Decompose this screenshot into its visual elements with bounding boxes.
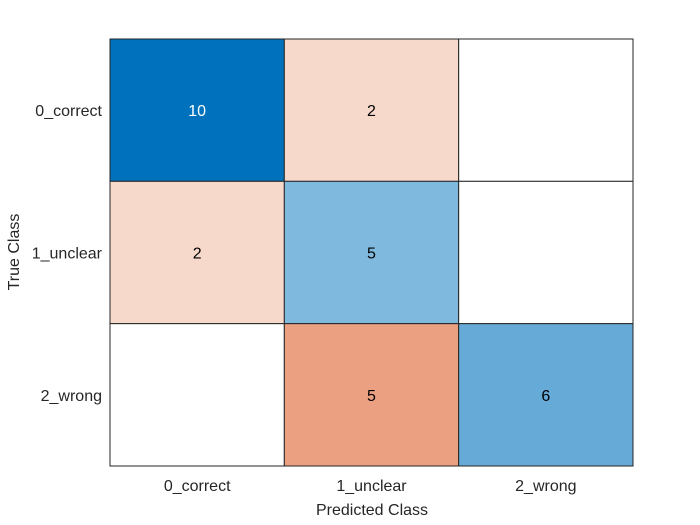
x-tick-label: 1_unclear [336,478,407,495]
cell-r1-c2 [458,180,634,325]
cell-r0-c0 [109,38,285,182]
y-tick-label: 1_unclear [32,246,103,263]
y-axis-title: True Class [6,214,23,291]
cell-value-r2-c1: 5 [367,388,376,405]
y-tick-label: 2_wrong [41,388,102,405]
cell-r2-c0 [109,323,285,467]
cell-r2-c2 [458,323,634,467]
cell-value-r0-c1: 2 [367,103,376,120]
cell-r1-c0 [109,180,285,325]
cell-value-r1-c1: 5 [367,246,376,263]
ticks-layer: 0_correct 1_unclear 2_wrong 0_correct 1_uncl… [32,103,577,495]
x-tick-label: 0_correct [164,478,231,495]
x-tick-label: 2_wrong [515,478,576,495]
cell-r0-c2 [458,38,634,182]
x-axis-title: Predicted Class [316,502,428,519]
cells-layer: 10 2 2 5 5 6 [109,38,634,467]
cell-value-r1-c0: 2 [193,246,202,263]
cell-value-r2-c2: 6 [541,388,550,405]
cell-r2-c1 [283,323,460,467]
y-tick-label: 0_correct [35,103,102,120]
cell-value-r0-c0: 10 [188,103,206,120]
cell-r0-c1 [283,38,460,182]
cell-r1-c1 [283,180,460,325]
